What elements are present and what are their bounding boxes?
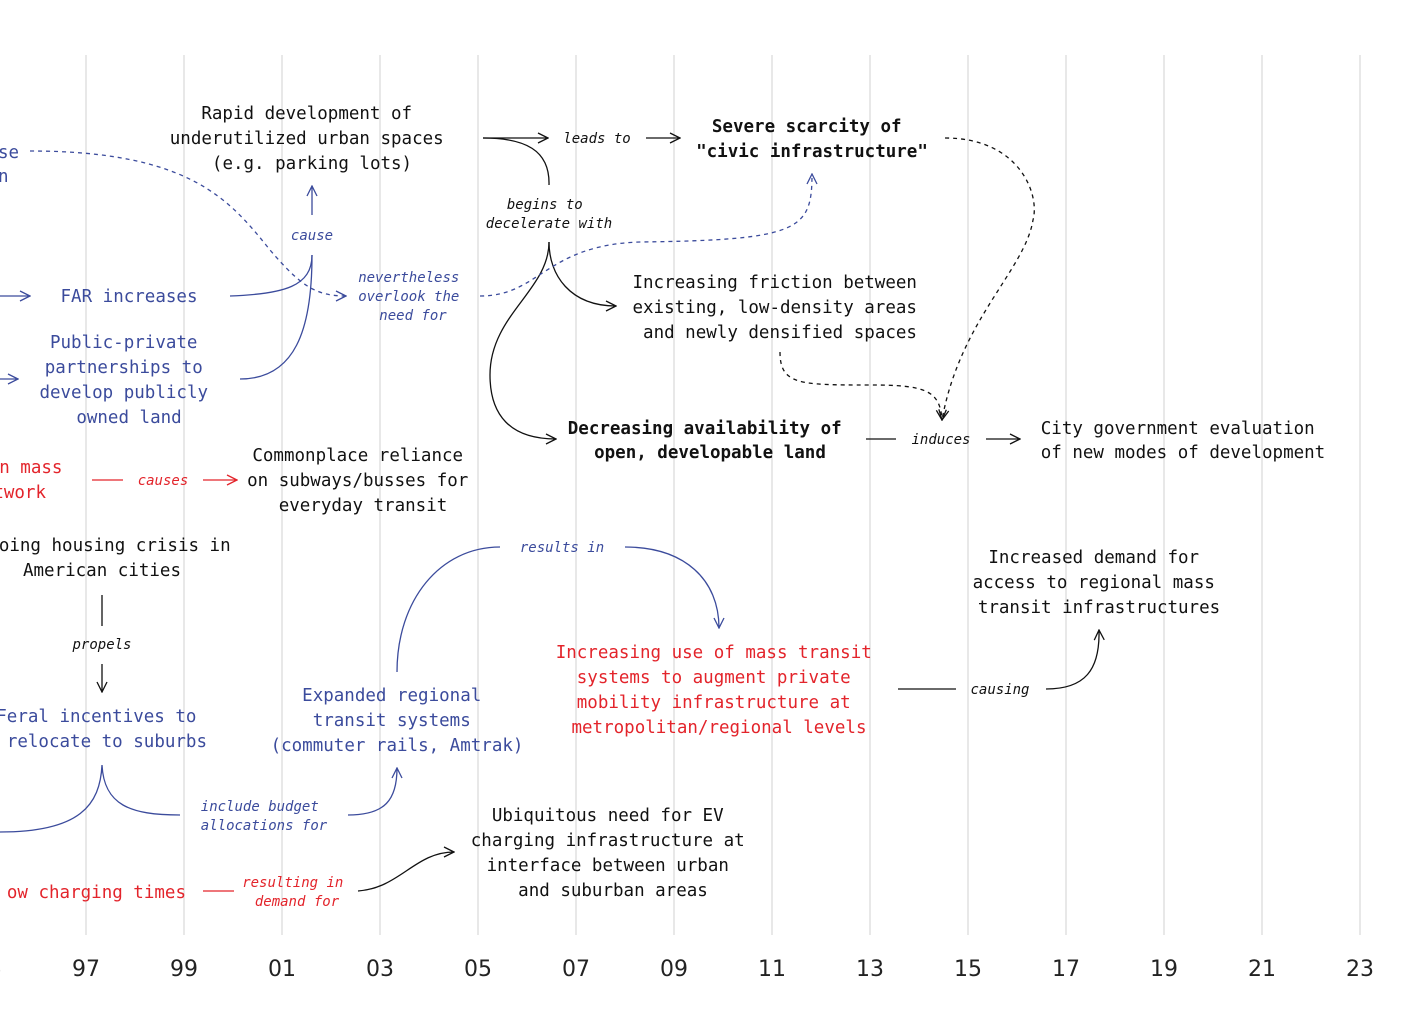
edge-resulting-to-ev bbox=[357, 852, 454, 892]
edge-scarcity-to-induces bbox=[942, 137, 1035, 420]
node-housing-crisis: oing housing crisis in American cities bbox=[0, 536, 241, 581]
label-include-budget: include budget allocations for bbox=[201, 799, 328, 834]
node-severe-scarcity: Severe scarcity of "civic infrastructure… bbox=[696, 117, 928, 162]
edge-expanded-to-results bbox=[396, 546, 501, 673]
node-use-partial: se n bbox=[0, 143, 30, 187]
node-public-private: Public-private partnerships to develop p… bbox=[39, 333, 218, 428]
year-tick: 07 bbox=[562, 957, 590, 982]
year-tick: 09 bbox=[660, 957, 688, 982]
year-tick: 95 bbox=[0, 957, 2, 982]
label-nevertheless: nevertheless overlook the need for bbox=[358, 270, 468, 324]
year-tick: 21 bbox=[1248, 957, 1276, 982]
label-causes: causes bbox=[138, 473, 189, 489]
node-increasing-friction: Increasing friction between existing, lo… bbox=[632, 273, 927, 343]
nodes: Rapid development of underutilized urban… bbox=[0, 104, 1325, 903]
year-tick: 01 bbox=[268, 957, 296, 982]
year-tick: 23 bbox=[1346, 957, 1374, 982]
edge-results-to-increasing-use bbox=[624, 546, 719, 628]
edge-ppp-to-cause bbox=[239, 254, 313, 380]
node-rapid-development: Rapid development of underutilized urban… bbox=[170, 104, 454, 174]
edge-use-to-nevertheless bbox=[29, 150, 346, 296]
node-city-government: City government evaluation of new modes … bbox=[1041, 419, 1325, 463]
edge-federal-brace bbox=[0, 764, 181, 833]
edge-causing-to-demand bbox=[1045, 630, 1099, 690]
node-expanded-regional: Expanded regional transit systems (commu… bbox=[271, 686, 524, 756]
label-resulting-in-demand: resulting in demand for bbox=[242, 875, 352, 910]
edge-include-to-expanded bbox=[347, 768, 397, 816]
node-federal-incentives: Feral incentives to relocate to suburbs bbox=[0, 707, 207, 752]
year-gridlines bbox=[85, 55, 1361, 935]
year-tick: 05 bbox=[464, 957, 492, 982]
node-increased-demand: Increased demand for access to regional … bbox=[973, 548, 1226, 618]
year-tick: 17 bbox=[1052, 957, 1080, 982]
edge-decelerate-to-decreasing bbox=[489, 241, 556, 439]
label-induces: induces bbox=[911, 432, 970, 448]
node-urban-mass-network: an mass twork bbox=[0, 458, 73, 503]
node-far-increases: FAR increases bbox=[61, 287, 198, 307]
node-increasing-use: Increasing use of mass transit systems t… bbox=[556, 643, 883, 738]
edge-nevertheless-to-scarcity bbox=[479, 174, 812, 297]
label-causing: causing bbox=[970, 682, 1029, 698]
year-tick: 15 bbox=[954, 957, 982, 982]
year-tick: 99 bbox=[170, 957, 198, 982]
connector-labels: leads to begins to decelerate with cause… bbox=[71, 131, 1029, 910]
edges bbox=[0, 137, 1099, 892]
node-commonplace-reliance: Commonplace reliance on subways/busses f… bbox=[247, 446, 479, 516]
year-tick: 11 bbox=[758, 957, 786, 982]
edge-decelerate-to-friction bbox=[548, 241, 616, 306]
year-tick: 03 bbox=[366, 957, 394, 982]
year-tick: 13 bbox=[856, 957, 884, 982]
edge-friction-to-induces bbox=[779, 351, 942, 420]
year-axis: 95 97 99 01 03 05 07 09 11 13 15 17 19 2… bbox=[0, 957, 1374, 982]
edge-far-to-cause bbox=[229, 254, 313, 297]
year-tick: 97 bbox=[72, 957, 100, 982]
year-tick: 19 bbox=[1150, 957, 1178, 982]
label-leads-to: leads to bbox=[563, 131, 630, 147]
node-slow-charging: ow charging times bbox=[7, 883, 186, 903]
edge-rapid-to-decelerate bbox=[482, 137, 550, 186]
node-decreasing-availability: Decreasing availability of open, develop… bbox=[568, 419, 852, 463]
label-cause: cause bbox=[291, 228, 333, 244]
node-ev-charging: Ubiquitous need for EV charging infrastr… bbox=[471, 806, 755, 901]
label-propels: propels bbox=[71, 637, 131, 653]
label-results-in: results in bbox=[520, 540, 604, 556]
label-begins-to-decelerate: begins to decelerate with bbox=[486, 197, 612, 232]
